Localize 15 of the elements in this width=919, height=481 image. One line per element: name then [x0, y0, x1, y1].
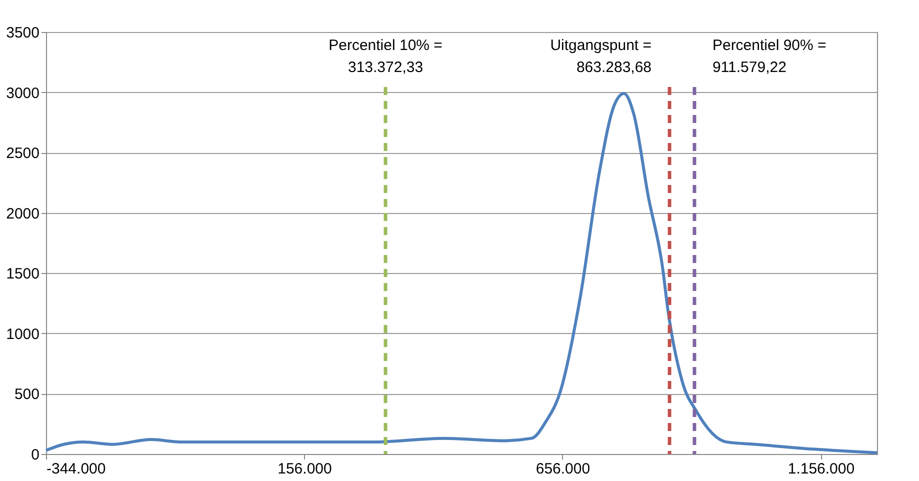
y-tick-label: 1500 — [6, 266, 40, 283]
x-tick-label: 656.000 — [536, 460, 590, 478]
y-tick-label: 3000 — [6, 84, 40, 102]
y-tick-label: 2500 — [6, 145, 40, 162]
y-tick-label: 500 — [14, 386, 40, 404]
y-tick-label: 3500 — [6, 24, 40, 42]
y-tick-label: 2000 — [6, 205, 40, 222]
x-tick-label: 156.000 — [278, 460, 332, 478]
ref-line-label: Uitgangspunt = 863.283,68 — [550, 37, 652, 76]
ref-line-label: Percentiel 10% = 313.372,33 — [328, 37, 443, 76]
x-tick-label: -344.000 — [46, 460, 106, 478]
y-tick-label: 1000 — [6, 326, 40, 343]
y-tick-label: 0 — [31, 446, 40, 464]
ref-line-label: Percentiel 90% = 911.579,22 — [712, 37, 827, 76]
x-tick-label: 1.156.000 — [788, 460, 855, 478]
